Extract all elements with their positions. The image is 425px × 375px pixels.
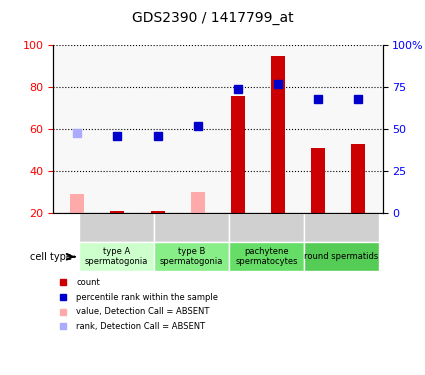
FancyBboxPatch shape (154, 213, 229, 242)
Text: cell type: cell type (30, 252, 72, 262)
Bar (110, 211, 125, 213)
FancyBboxPatch shape (79, 213, 154, 242)
Text: type B
spermatogonia: type B spermatogonia (160, 247, 223, 267)
Bar (311, 148, 325, 213)
Bar (150, 211, 164, 213)
Text: GDS2390 / 1417799_at: GDS2390 / 1417799_at (132, 11, 293, 25)
Text: type A
spermatogonia: type A spermatogonia (85, 247, 148, 267)
Text: rank, Detection Call = ABSENT: rank, Detection Call = ABSENT (76, 322, 205, 331)
FancyBboxPatch shape (229, 213, 304, 242)
Text: pachytene
spermatocytes: pachytene spermatocytes (235, 247, 298, 267)
Text: value, Detection Call = ABSENT: value, Detection Call = ABSENT (76, 308, 210, 316)
Text: count: count (76, 278, 100, 287)
Text: percentile rank within the sample: percentile rank within the sample (76, 293, 218, 302)
FancyBboxPatch shape (154, 242, 229, 271)
FancyBboxPatch shape (304, 213, 379, 242)
FancyBboxPatch shape (79, 242, 154, 271)
Bar (70, 195, 84, 213)
Bar (271, 56, 285, 213)
FancyBboxPatch shape (304, 242, 379, 271)
Bar (231, 96, 245, 213)
Text: round spermatids: round spermatids (304, 252, 378, 261)
Bar (351, 144, 366, 213)
Bar (191, 192, 205, 213)
FancyBboxPatch shape (229, 242, 304, 271)
